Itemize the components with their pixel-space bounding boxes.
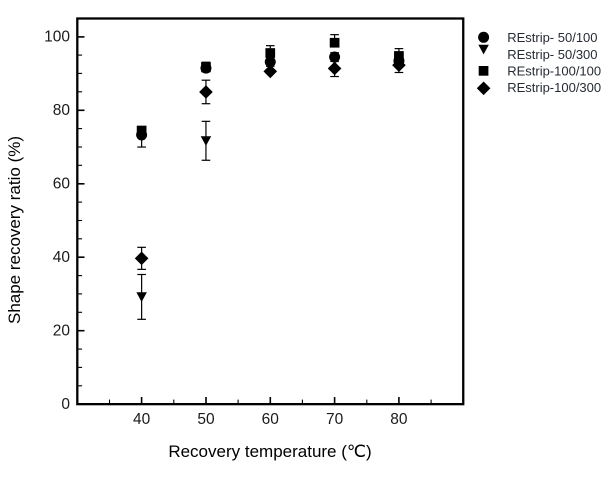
- svg-text:REstrip-100/100: REstrip-100/100: [507, 63, 601, 78]
- svg-text:REstrip- 50/300: REstrip- 50/300: [507, 47, 597, 62]
- svg-text:80: 80: [53, 102, 71, 119]
- svg-text:40: 40: [53, 249, 71, 266]
- svg-text:40: 40: [133, 411, 151, 428]
- svg-text:60: 60: [53, 176, 71, 193]
- svg-text:70: 70: [326, 411, 344, 428]
- svg-text:0: 0: [61, 396, 70, 413]
- svg-text:Recovery temperature (℃): Recovery temperature (℃): [168, 442, 371, 461]
- svg-text:100: 100: [44, 29, 70, 46]
- svg-text:50: 50: [197, 411, 215, 428]
- svg-text:20: 20: [53, 323, 71, 340]
- svg-text:Shape recovery ratio (%): Shape recovery ratio (%): [5, 136, 24, 324]
- svg-text:REstrip-100/300: REstrip-100/300: [507, 80, 601, 95]
- svg-text:REstrip- 50/100: REstrip- 50/100: [507, 30, 597, 45]
- svg-text:60: 60: [262, 411, 280, 428]
- svg-text:80: 80: [390, 411, 408, 428]
